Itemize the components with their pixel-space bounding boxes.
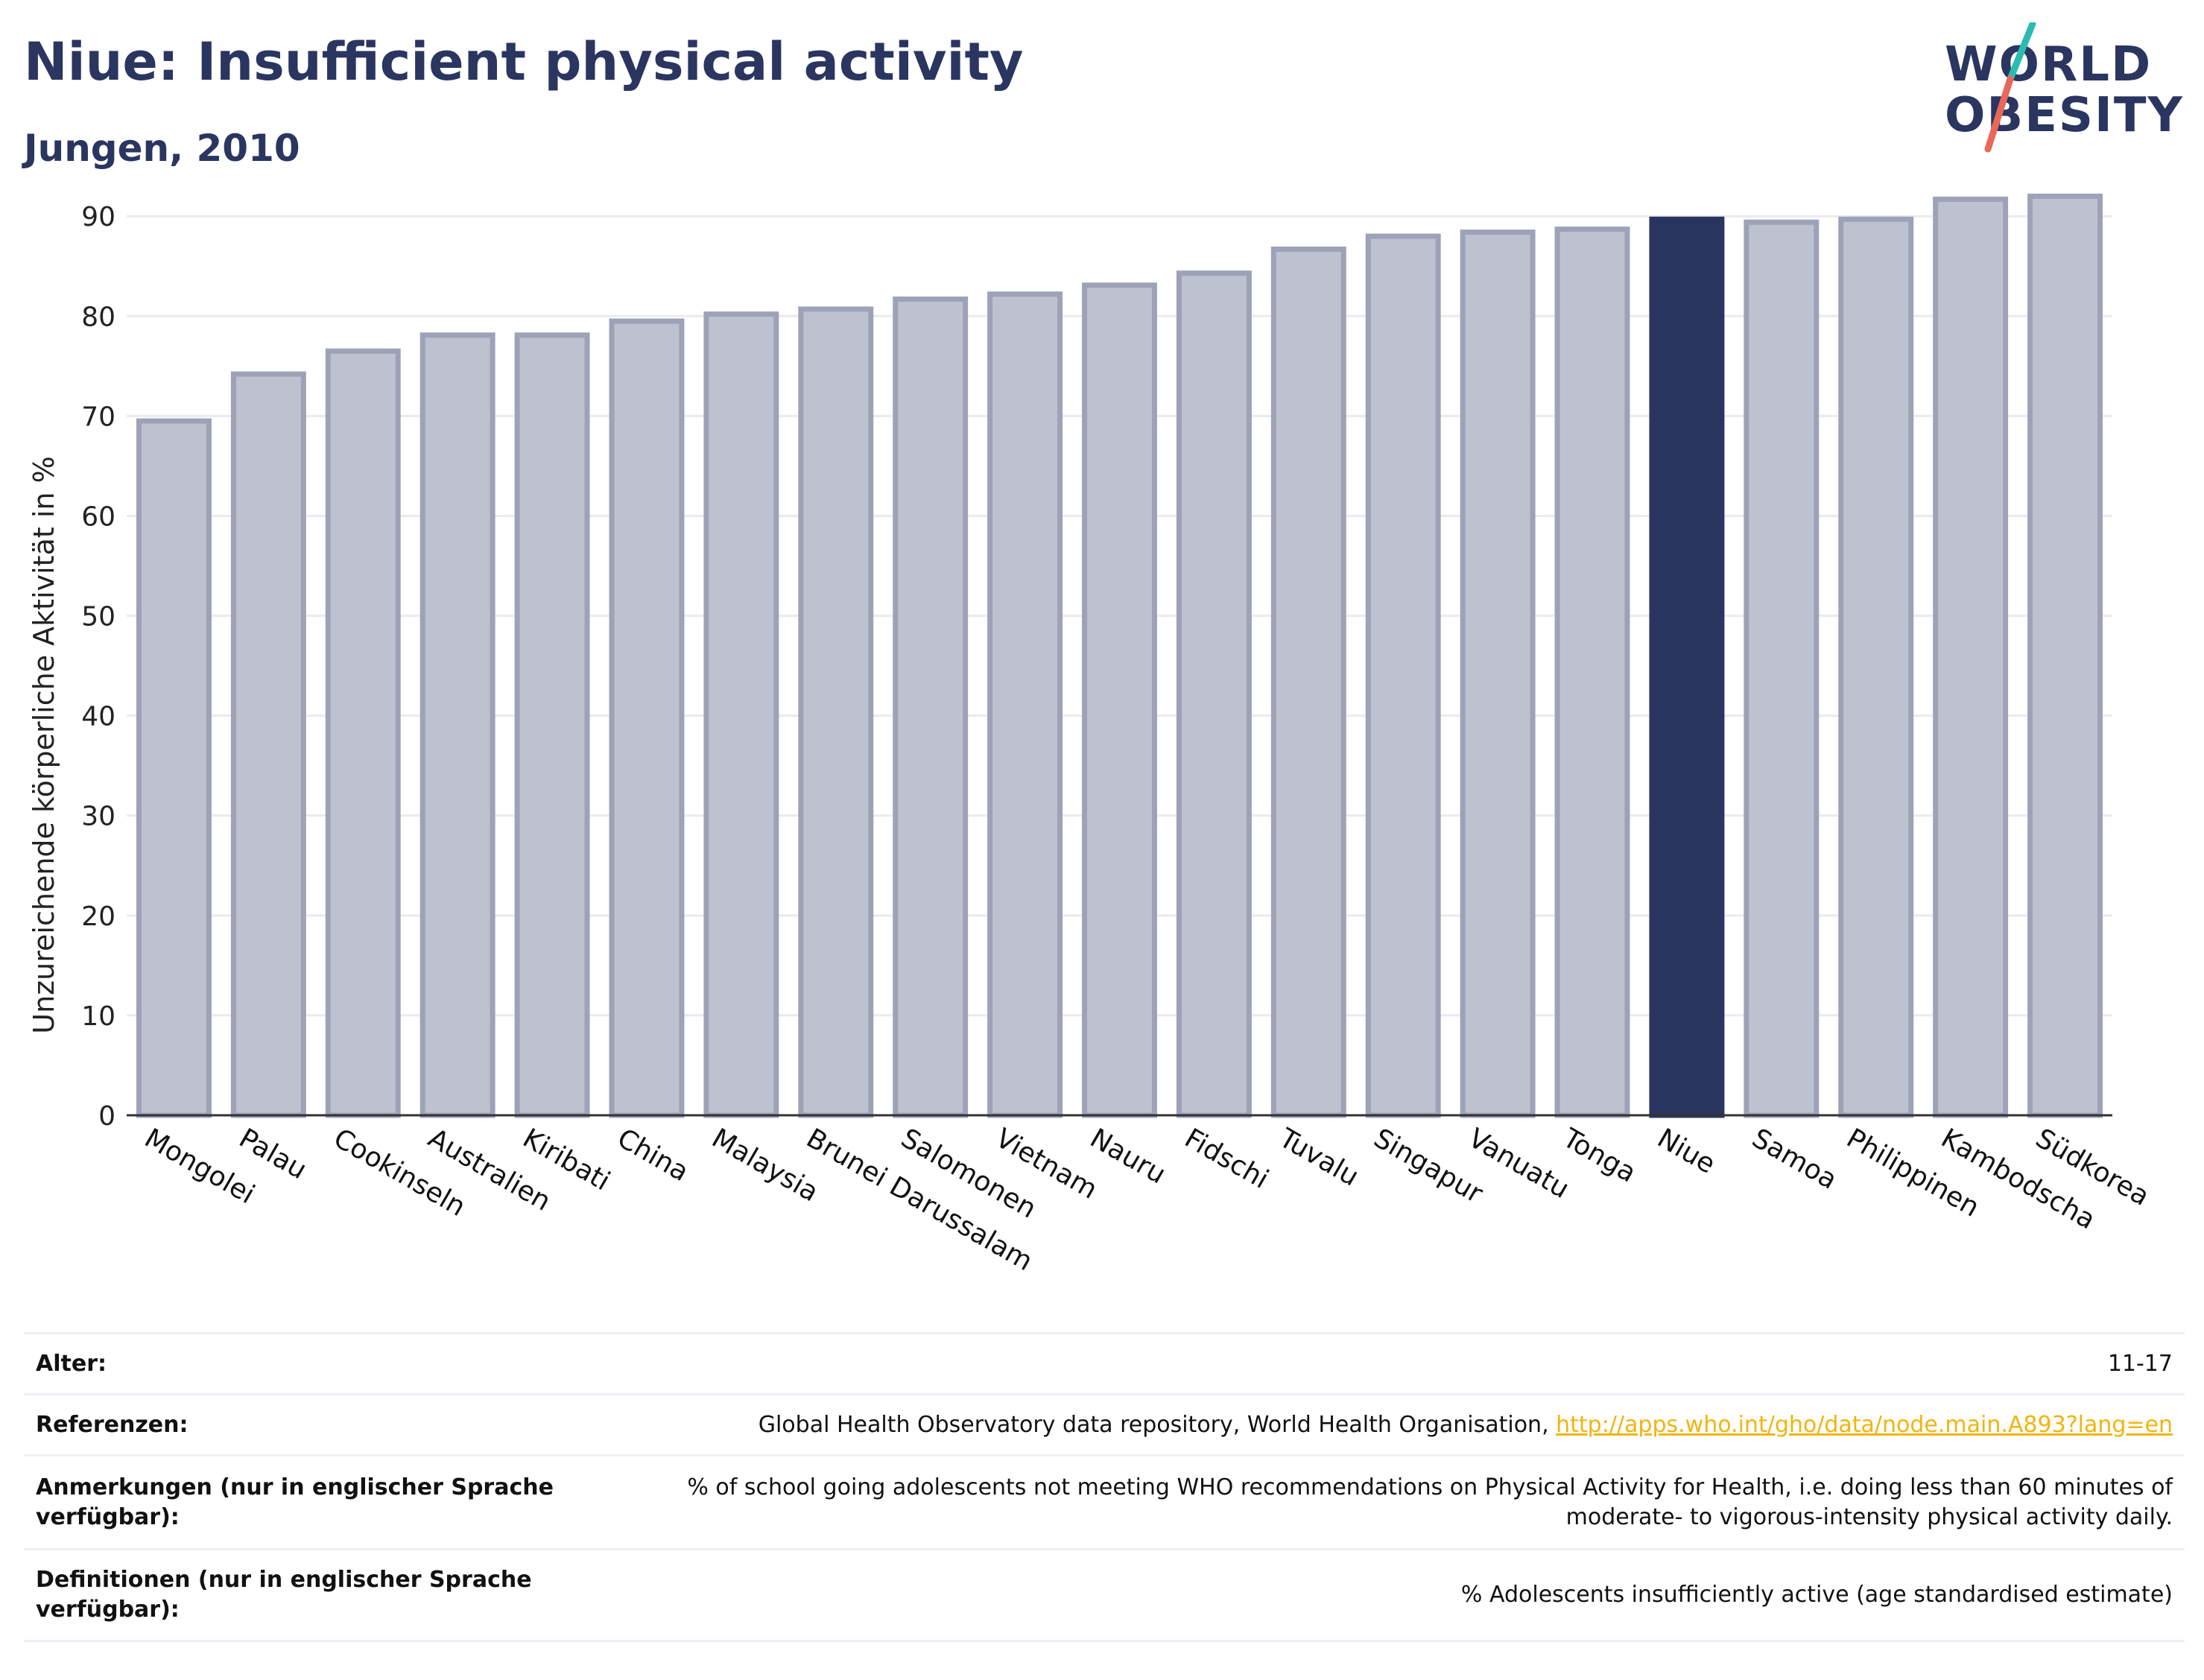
- references-link[interactable]: http://apps.who.int/gho/data/node.main.A…: [1556, 1411, 2173, 1438]
- bars-layer: [136, 193, 2103, 1118]
- references-text: Global Health Observatory data repositor…: [758, 1411, 1557, 1438]
- world-obesity-logo: WORLD OBESITY: [1945, 22, 2191, 156]
- bar: [1838, 216, 1914, 1118]
- info-label-notes: Anmerkungen (nur in englischer Sprache v…: [36, 1474, 554, 1530]
- bar: [798, 306, 874, 1118]
- chart-title: Niue: Insufficient physical activity: [24, 31, 1024, 92]
- info-value-definitions: % Adolescents insufficiently active (age…: [1460, 1582, 2173, 1608]
- chart-subtitle: Jungen, 2010: [24, 127, 300, 170]
- logo-line-2: OBESITY: [1945, 88, 2184, 143]
- info-label-age: Alter:: [36, 1350, 107, 1377]
- x-tick-label: Malaysia: [706, 1123, 823, 1208]
- info-row-definitions: Definitionen (nur in englischer Sprache …: [24, 1548, 2185, 1642]
- y-tick-label: 20: [81, 901, 115, 932]
- y-tick-label: 50: [81, 602, 115, 633]
- bar: [136, 418, 212, 1118]
- info-value-age: 11-17: [2107, 1350, 2173, 1377]
- bar: [1365, 233, 1441, 1118]
- bar: [1082, 282, 1157, 1118]
- y-tick-label: 10: [81, 1001, 115, 1032]
- y-tick-label: 80: [81, 302, 115, 332]
- x-tick-label: Samoa: [1747, 1123, 1842, 1196]
- info-value-notes: % of school going adolescents not meetin…: [687, 1474, 2173, 1530]
- y-tick-label: 70: [81, 402, 115, 432]
- info-value-references: Global Health Observatory data repositor…: [587, 1410, 2173, 1440]
- bar: [1554, 226, 1630, 1118]
- x-tick-label: Tuvalu: [1273, 1123, 1364, 1193]
- info-row-references: Referenzen: Global Health Observatory da…: [24, 1393, 2185, 1454]
- info-table: Alter: 11-17 Referenzen: Global Health O…: [24, 1332, 2185, 1642]
- y-tick-label: 90: [81, 202, 115, 232]
- bar: [419, 332, 495, 1118]
- x-tick-label: China: [612, 1123, 694, 1188]
- y-axis-label: Unzureichende körperliche Aktivität in %: [28, 456, 60, 1033]
- info-label-definitions: Definitionen (nur in englischer Sprache …: [36, 1567, 532, 1623]
- bar: [1744, 219, 1820, 1118]
- bar: [325, 348, 401, 1118]
- y-tick-label: 60: [81, 501, 115, 532]
- logo-line-1: WORLD: [1945, 37, 2153, 92]
- y-tick-label: 0: [98, 1101, 115, 1132]
- bar: [2027, 193, 2103, 1118]
- info-label-references: Referenzen:: [36, 1411, 189, 1438]
- bar: [609, 318, 685, 1118]
- info-row-notes: Anmerkungen (nur in englischer Sprache v…: [24, 1454, 2185, 1548]
- bar: [514, 332, 590, 1118]
- bar: [1270, 246, 1346, 1118]
- bar: [1176, 270, 1252, 1118]
- logo-slash-icon: [1984, 22, 2036, 153]
- x-tick-label: Singapur: [1369, 1123, 1488, 1209]
- x-tick-label: Fidschi: [1179, 1123, 1273, 1195]
- bar: [893, 297, 969, 1118]
- bar: [703, 311, 779, 1118]
- info-row-age: Alter: 11-17: [24, 1332, 2185, 1393]
- bar: [1460, 229, 1536, 1118]
- bar-highlight: [1649, 216, 1725, 1118]
- bar: [1933, 196, 2009, 1118]
- y-tick-label: 30: [81, 802, 115, 832]
- bar: [230, 371, 306, 1118]
- y-tick-label: 40: [81, 702, 115, 732]
- x-tick-label: Niue: [1652, 1123, 1720, 1179]
- bar: [987, 291, 1063, 1118]
